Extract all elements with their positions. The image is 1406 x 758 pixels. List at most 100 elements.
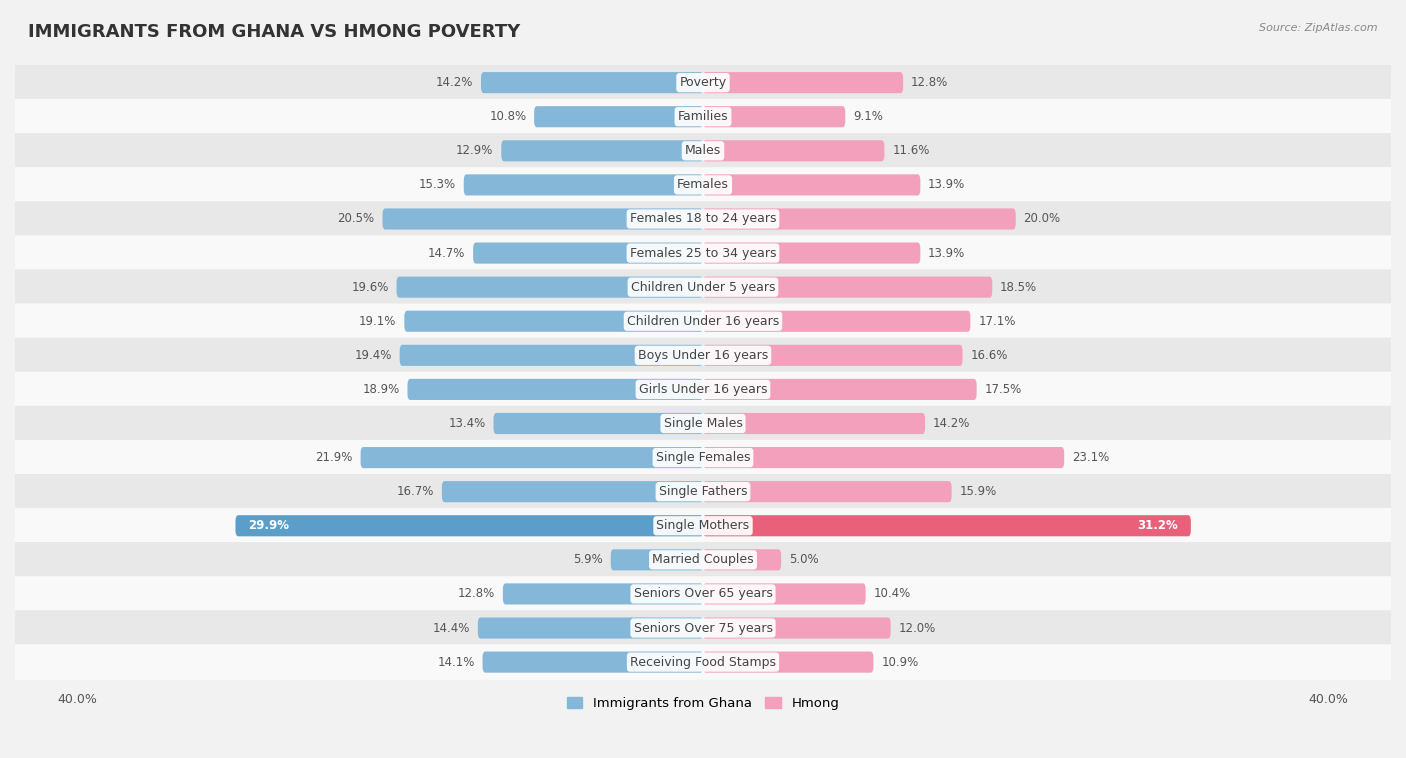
FancyBboxPatch shape <box>382 208 703 230</box>
Text: 19.6%: 19.6% <box>352 280 388 293</box>
Text: IMMIGRANTS FROM GHANA VS HMONG POVERTY: IMMIGRANTS FROM GHANA VS HMONG POVERTY <box>28 23 520 41</box>
FancyBboxPatch shape <box>703 311 970 332</box>
Text: 16.7%: 16.7% <box>396 485 434 498</box>
Text: 19.1%: 19.1% <box>359 315 396 327</box>
Text: 21.9%: 21.9% <box>315 451 353 464</box>
FancyBboxPatch shape <box>494 413 703 434</box>
FancyBboxPatch shape <box>0 65 1406 100</box>
Text: 14.2%: 14.2% <box>436 76 474 89</box>
FancyBboxPatch shape <box>534 106 703 127</box>
Text: Poverty: Poverty <box>679 76 727 89</box>
FancyBboxPatch shape <box>0 576 1406 612</box>
Text: 13.4%: 13.4% <box>449 417 485 430</box>
Text: 10.8%: 10.8% <box>489 110 526 124</box>
Text: Children Under 5 years: Children Under 5 years <box>631 280 775 293</box>
FancyBboxPatch shape <box>396 277 703 298</box>
FancyBboxPatch shape <box>478 618 703 638</box>
FancyBboxPatch shape <box>0 474 1406 509</box>
FancyBboxPatch shape <box>703 277 993 298</box>
Text: 18.5%: 18.5% <box>1000 280 1038 293</box>
Text: Single Females: Single Females <box>655 451 751 464</box>
FancyBboxPatch shape <box>0 303 1406 339</box>
Text: 14.1%: 14.1% <box>437 656 475 669</box>
Text: 17.1%: 17.1% <box>979 315 1015 327</box>
Text: Families: Families <box>678 110 728 124</box>
FancyBboxPatch shape <box>703 140 884 161</box>
Text: Boys Under 16 years: Boys Under 16 years <box>638 349 768 362</box>
FancyBboxPatch shape <box>703 174 921 196</box>
FancyBboxPatch shape <box>703 379 977 400</box>
FancyBboxPatch shape <box>0 371 1406 407</box>
Text: Single Males: Single Males <box>664 417 742 430</box>
FancyBboxPatch shape <box>703 550 782 571</box>
Text: 29.9%: 29.9% <box>247 519 290 532</box>
FancyBboxPatch shape <box>0 644 1406 680</box>
Text: Females 18 to 24 years: Females 18 to 24 years <box>630 212 776 225</box>
FancyBboxPatch shape <box>408 379 703 400</box>
Text: Girls Under 16 years: Girls Under 16 years <box>638 383 768 396</box>
FancyBboxPatch shape <box>703 345 963 366</box>
FancyBboxPatch shape <box>703 447 1064 468</box>
Text: 12.0%: 12.0% <box>898 622 936 634</box>
Text: 20.0%: 20.0% <box>1024 212 1060 225</box>
FancyBboxPatch shape <box>703 584 866 604</box>
FancyBboxPatch shape <box>0 337 1406 373</box>
FancyBboxPatch shape <box>0 235 1406 271</box>
Text: 15.3%: 15.3% <box>419 178 456 191</box>
Text: 23.1%: 23.1% <box>1071 451 1109 464</box>
FancyBboxPatch shape <box>474 243 703 264</box>
Text: 16.6%: 16.6% <box>970 349 1008 362</box>
Text: Females 25 to 34 years: Females 25 to 34 years <box>630 246 776 259</box>
Text: 13.9%: 13.9% <box>928 246 966 259</box>
Text: Single Mothers: Single Mothers <box>657 519 749 532</box>
Text: 31.2%: 31.2% <box>1137 519 1178 532</box>
Text: Males: Males <box>685 144 721 158</box>
FancyBboxPatch shape <box>502 140 703 161</box>
FancyBboxPatch shape <box>503 584 703 604</box>
FancyBboxPatch shape <box>235 515 703 537</box>
FancyBboxPatch shape <box>0 406 1406 441</box>
Text: 13.9%: 13.9% <box>928 178 966 191</box>
Text: 5.9%: 5.9% <box>574 553 603 566</box>
FancyBboxPatch shape <box>703 72 903 93</box>
Text: 15.9%: 15.9% <box>959 485 997 498</box>
FancyBboxPatch shape <box>703 481 952 503</box>
Text: Source: ZipAtlas.com: Source: ZipAtlas.com <box>1260 23 1378 33</box>
Text: 20.5%: 20.5% <box>337 212 374 225</box>
FancyBboxPatch shape <box>0 440 1406 475</box>
FancyBboxPatch shape <box>0 610 1406 646</box>
FancyBboxPatch shape <box>360 447 703 468</box>
FancyBboxPatch shape <box>610 550 703 571</box>
FancyBboxPatch shape <box>464 174 703 196</box>
FancyBboxPatch shape <box>482 652 703 672</box>
FancyBboxPatch shape <box>703 413 925 434</box>
FancyBboxPatch shape <box>703 618 890 638</box>
Text: Seniors Over 65 years: Seniors Over 65 years <box>634 587 772 600</box>
Text: Children Under 16 years: Children Under 16 years <box>627 315 779 327</box>
Text: 12.8%: 12.8% <box>911 76 948 89</box>
Text: 14.4%: 14.4% <box>433 622 470 634</box>
Text: Single Fathers: Single Fathers <box>659 485 747 498</box>
Text: Receiving Food Stamps: Receiving Food Stamps <box>630 656 776 669</box>
FancyBboxPatch shape <box>0 168 1406 202</box>
FancyBboxPatch shape <box>481 72 703 93</box>
FancyBboxPatch shape <box>703 208 1015 230</box>
Text: 17.5%: 17.5% <box>984 383 1022 396</box>
Text: Married Couples: Married Couples <box>652 553 754 566</box>
FancyBboxPatch shape <box>441 481 703 503</box>
Text: Seniors Over 75 years: Seniors Over 75 years <box>634 622 772 634</box>
Text: 12.9%: 12.9% <box>456 144 494 158</box>
Text: 14.7%: 14.7% <box>427 246 465 259</box>
Text: 18.9%: 18.9% <box>363 383 399 396</box>
FancyBboxPatch shape <box>0 269 1406 305</box>
Text: 5.0%: 5.0% <box>789 553 818 566</box>
Text: 9.1%: 9.1% <box>853 110 883 124</box>
Legend: Immigrants from Ghana, Hmong: Immigrants from Ghana, Hmong <box>561 691 845 715</box>
FancyBboxPatch shape <box>703 106 845 127</box>
FancyBboxPatch shape <box>0 508 1406 543</box>
Text: 19.4%: 19.4% <box>354 349 392 362</box>
FancyBboxPatch shape <box>703 652 873 672</box>
Text: 10.9%: 10.9% <box>882 656 918 669</box>
Text: 12.8%: 12.8% <box>458 587 495 600</box>
FancyBboxPatch shape <box>0 202 1406 236</box>
